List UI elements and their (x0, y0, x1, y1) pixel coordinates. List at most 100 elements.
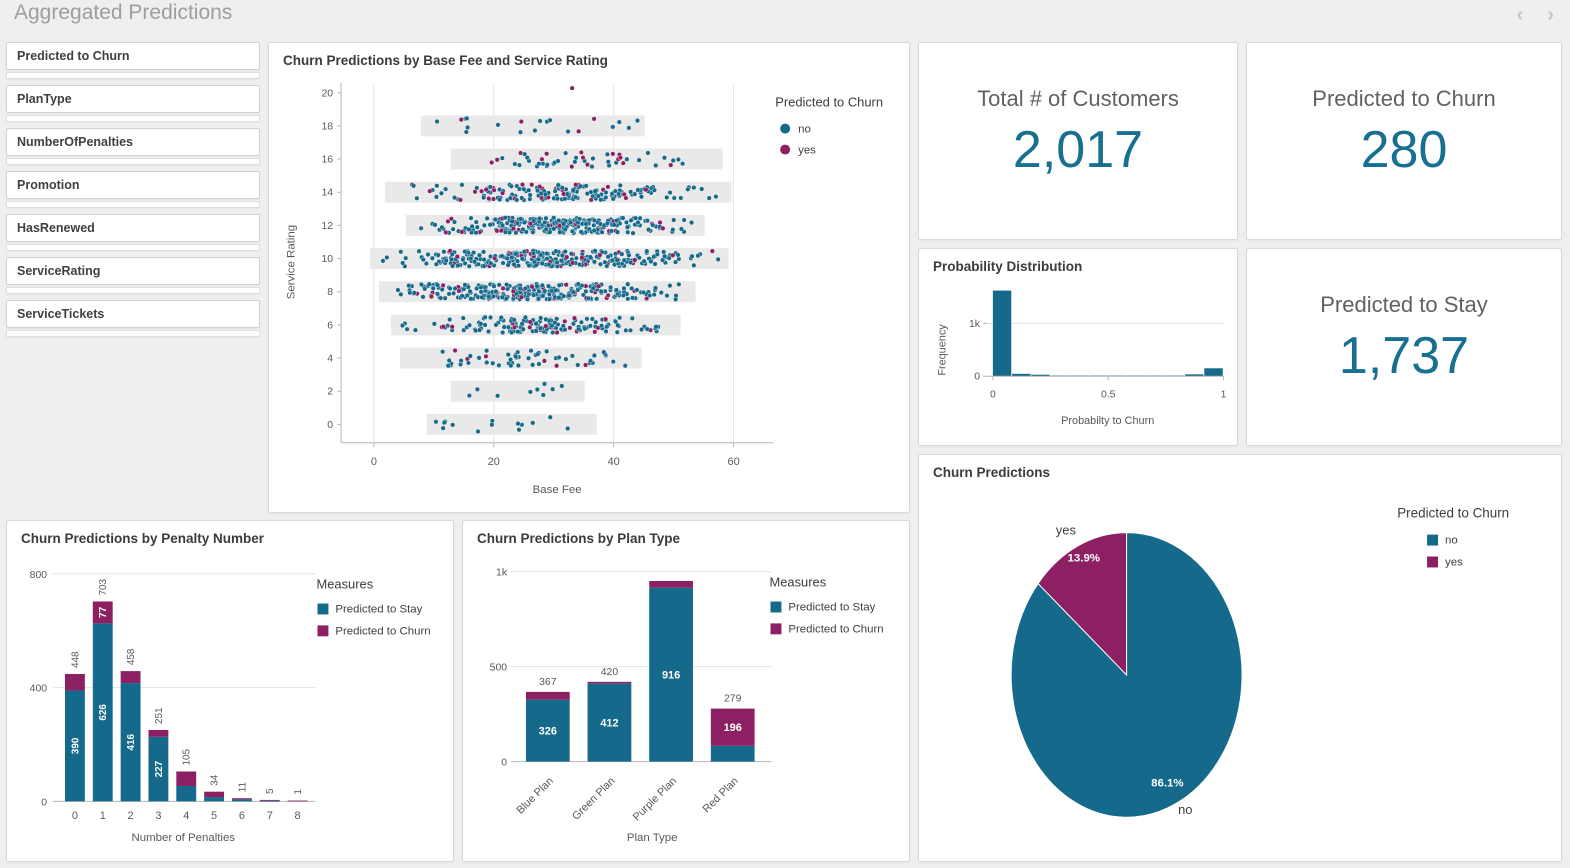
svg-text:Predicted to Churn: Predicted to Churn (788, 623, 883, 635)
svg-text:Blue Plan: Blue Plan (514, 775, 556, 817)
svg-text:1k: 1k (969, 319, 981, 330)
svg-text:yes: yes (1056, 523, 1076, 538)
kpi-value: 2,017 (1012, 121, 1144, 179)
penalty-legend-item-stay[interactable]: Predicted to Stay (317, 603, 423, 615)
filter-strip (6, 287, 260, 294)
scatter-legend-item-yes[interactable]: yes (780, 145, 816, 157)
svg-text:0: 0 (327, 420, 333, 431)
filter-listbox-promotion[interactable]: Promotion (6, 171, 260, 208)
svg-text:16: 16 (321, 155, 333, 166)
penalty-bar-plot[interactable]: 0400800448390070362677145841622512273105… (7, 521, 453, 861)
svg-text:1: 1 (1221, 389, 1227, 400)
svg-text:4: 4 (327, 354, 333, 365)
filter-strip (6, 244, 260, 251)
svg-text:12: 12 (321, 221, 333, 232)
plan-legend-item-churn[interactable]: Predicted to Churn (770, 623, 884, 635)
svg-text:Base Fee: Base Fee (533, 484, 582, 496)
svg-text:14: 14 (321, 188, 333, 199)
histogram-plot[interactable]: 0 1k 0 0.5 1 Probabilty to Churn Frequency (919, 249, 1237, 445)
svg-text:no: no (1445, 535, 1458, 547)
pie-legend-item-yes[interactable]: yes (1427, 556, 1463, 568)
scatter-card: Churn Predictions by Base Fee and Servic… (268, 42, 910, 513)
svg-text:367: 367 (539, 677, 557, 688)
svg-text:420: 420 (601, 667, 619, 678)
svg-text:326: 326 (539, 726, 557, 738)
svg-text:703: 703 (98, 578, 109, 595)
kpi-label: Predicted to Stay (1320, 292, 1488, 317)
chart-title: Churn Predictions by Base Fee and Servic… (283, 53, 608, 68)
svg-text:2: 2 (327, 387, 333, 398)
filter-listbox-servicerating[interactable]: ServiceRating (6, 257, 260, 294)
penalty-legend-item-churn[interactable]: Predicted to Churn (317, 625, 431, 637)
scatter-legend-item-no[interactable]: no (780, 124, 811, 136)
probability-distribution-card: Probability Distribution 0 1k 0 0.5 1 Probabi… (918, 248, 1238, 446)
filter-strip (6, 330, 260, 337)
svg-text:Plan Type: Plan Type (627, 832, 678, 844)
filter-listbox-servicetickets[interactable]: ServiceTickets (6, 300, 260, 337)
svg-text:no: no (1178, 802, 1192, 817)
filter-listbox-plantype[interactable]: PlanType (6, 85, 260, 122)
svg-text:18: 18 (321, 121, 333, 132)
page-title: Aggregated Predictions (14, 1, 233, 24)
pie-plot[interactable]: 86.1% no 13.9% yes Predicted to Churn no yes (919, 455, 1561, 861)
svg-text:0: 0 (990, 389, 996, 400)
svg-text:Green Plan: Green Plan (570, 775, 618, 823)
svg-text:0: 0 (72, 810, 78, 822)
svg-text:105: 105 (182, 748, 193, 765)
svg-text:8: 8 (327, 287, 333, 298)
chart-title: Probability Distribution (933, 259, 1083, 274)
svg-text:yes: yes (1445, 556, 1463, 568)
svg-text:500: 500 (490, 663, 508, 674)
filter-label: Promotion (6, 171, 260, 199)
filter-strip (6, 158, 260, 165)
sheet-navigation: ‹ › (1517, 2, 1554, 28)
svg-text:416: 416 (126, 733, 137, 750)
scatter-plot[interactable]: 0 2 4 6 8 10 12 14 16 18 20 0 20 40 60 Base Fee Service … (269, 43, 909, 512)
svg-text:800: 800 (30, 570, 48, 581)
svg-text:8: 8 (295, 810, 301, 822)
filter-listbox-hasrenewed[interactable]: HasRenewed (6, 214, 260, 251)
filter-label: HasRenewed (6, 214, 260, 242)
svg-text:916: 916 (662, 670, 680, 682)
svg-text:Measures: Measures (316, 577, 373, 592)
svg-text:1k: 1k (496, 568, 508, 579)
svg-text:86.1%: 86.1% (1151, 777, 1183, 789)
svg-text:0.5: 0.5 (1101, 389, 1116, 400)
filter-label: PlanType (6, 85, 260, 113)
svg-text:10: 10 (321, 254, 333, 265)
kpi-label: Predicted to Churn (1312, 86, 1496, 111)
plan-bar-card: Churn Predictions by Plan Type 0 500 1k 367… (462, 520, 910, 862)
svg-text:Predicted to Stay: Predicted to Stay (335, 603, 422, 615)
pie-slice-yes[interactable] (1037, 532, 1128, 677)
svg-text:Predicted to Churn: Predicted to Churn (1397, 506, 1509, 521)
svg-text:13.9%: 13.9% (1068, 552, 1100, 564)
svg-text:279: 279 (724, 694, 742, 705)
svg-text:5: 5 (211, 810, 217, 822)
svg-text:20: 20 (488, 456, 500, 468)
svg-text:0: 0 (501, 758, 507, 769)
svg-text:Probabilty to Churn: Probabilty to Churn (1061, 415, 1154, 427)
filter-label: ServiceTickets (6, 300, 260, 328)
chart-title: Churn Predictions (933, 465, 1051, 480)
svg-text:227: 227 (154, 760, 165, 777)
svg-text:251: 251 (154, 707, 165, 724)
svg-text:448: 448 (70, 651, 81, 668)
svg-text:2: 2 (128, 810, 134, 822)
chart-title: Churn Predictions by Penalty Number (21, 531, 265, 546)
next-sheet-button[interactable]: › (1547, 4, 1554, 26)
filter-listbox-predicted-to-churn[interactable]: Predicted to Churn (6, 42, 260, 79)
svg-text:Number of Penalties: Number of Penalties (132, 832, 236, 844)
prev-sheet-button[interactable]: ‹ (1516, 4, 1524, 26)
svg-text:Purple Plan: Purple Plan (631, 775, 679, 823)
svg-text:34: 34 (210, 774, 221, 786)
svg-text:1: 1 (293, 789, 304, 795)
pie-legend-item-no[interactable]: no (1427, 535, 1458, 547)
kpi-label: Total # of Customers (977, 86, 1179, 111)
filter-label: Predicted to Churn (6, 42, 260, 70)
plan-bar-plot[interactable]: 0 500 1k 367 326 Blue Plan 420 412 Green Plan 916… (463, 521, 909, 861)
svg-text:458: 458 (126, 648, 137, 665)
filter-listbox-numberofpenalties[interactable]: NumberOfPenalties (6, 128, 260, 165)
plan-legend-item-stay[interactable]: Predicted to Stay (770, 601, 876, 613)
svg-text:7: 7 (267, 810, 273, 822)
svg-text:no: no (798, 124, 811, 136)
